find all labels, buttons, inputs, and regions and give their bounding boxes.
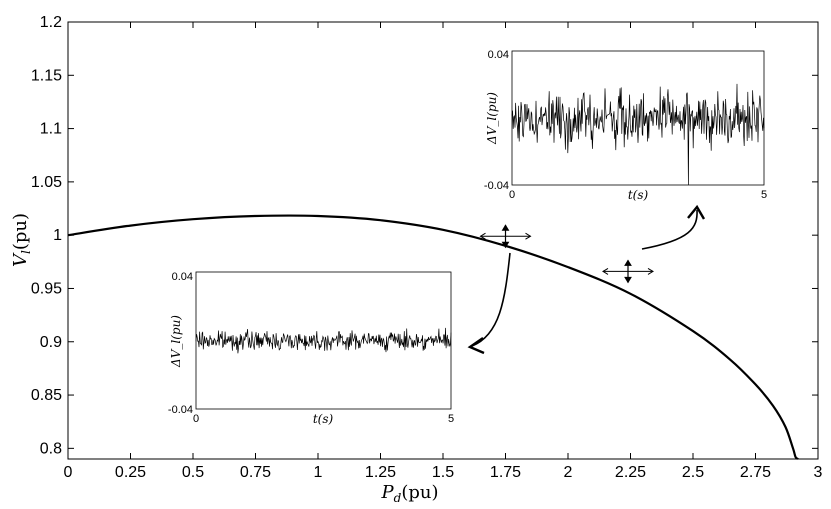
operating-point-marker: [602, 259, 654, 284]
inset-low-load-signal: [195, 327, 452, 354]
main-tick-labels: 0 0.25 0.5 0.75 1 1.25 1.5 1.75 2 2.25 2.5 2.75 30.8…: [31, 14, 823, 481]
inset-low-load-ylabel: ΔV_l(pu): [169, 315, 183, 368]
arrow-to-high-load-inset: [641, 209, 698, 250]
x-tick-label: 1.75: [490, 464, 521, 481]
x-tick-label: 1.25: [365, 464, 396, 481]
y-tick-label: 1.1: [40, 121, 62, 138]
vertical-arrow-heads: [624, 259, 632, 284]
y-tick-label: 1.05: [31, 174, 62, 191]
inset-high-load-xtick-right: 5: [761, 189, 767, 201]
inset-low-load-xlabel: t(s): [313, 412, 334, 426]
y-tick-label: 0.95: [31, 280, 62, 297]
x-tick-label: 1.5: [432, 464, 454, 481]
inset-high-load-xtick-left: 0: [509, 189, 515, 201]
inset-low-load: 0.04 -0.04 0 5 t(s) ΔV_l(pu): [168, 271, 454, 426]
y-tick-label: 1: [53, 227, 62, 244]
inset-high-load-ytick-bottom: -0.04: [484, 180, 509, 192]
x-tick-label: 2.75: [740, 464, 771, 481]
operating-point-marker: [479, 224, 532, 249]
horizontal-arrow-heads: [602, 267, 654, 275]
inset-high-load-xlabel: t(s): [628, 188, 649, 202]
y-tick-label: 0.8: [40, 440, 62, 457]
x-tick-label: 2: [564, 464, 573, 481]
pv-curve-line: [67, 214, 799, 460]
arrow-head-high-load: [687, 204, 706, 220]
x-tick-label: 1: [314, 464, 323, 481]
x-tick-label: 0.75: [240, 464, 271, 481]
horizontal-arrow-heads: [479, 232, 532, 240]
vertical-arrow-heads: [501, 224, 510, 249]
inset-low-load-ytick-bottom: -0.04: [168, 404, 193, 416]
x-tick-label: 0: [64, 464, 73, 481]
y-tick-label: 0.9: [40, 334, 62, 351]
x-tick-label: 2.5: [682, 464, 704, 481]
x-axis-title: Pd(pu): [381, 482, 439, 505]
inset-high-load-frame: [511, 50, 765, 186]
arrow-to-low-load-inset: [471, 252, 511, 347]
x-tick-label: 0.25: [115, 464, 146, 481]
x-tick-label: 0.5: [182, 464, 204, 481]
inset-high-load: 0.04 -0.04 0 5 t(s) ΔV_l(pu): [484, 49, 767, 202]
inset-low-load-xtick-left: 0: [193, 413, 199, 425]
arrow-head-low-load: [467, 337, 485, 355]
inset-high-load-signal: [511, 83, 765, 186]
x-tick-label: 2.25: [615, 464, 646, 481]
y-tick-label: 1.2: [40, 14, 62, 31]
operating-point-markers: [479, 224, 654, 284]
y-tick-label: 0.85: [31, 387, 62, 404]
y-axis-title: Vl(pu): [10, 213, 33, 267]
inset-low-load-xtick-right: 5: [448, 413, 454, 425]
inset-high-load-ylabel: ΔV_l(pu): [485, 92, 499, 145]
inset-low-load-ytick-top: 0.04: [172, 271, 193, 283]
x-tick-label: 3: [814, 464, 823, 481]
inset-high-load-ytick-top: 0.04: [488, 49, 509, 61]
y-tick-label: 1.15: [31, 67, 62, 84]
